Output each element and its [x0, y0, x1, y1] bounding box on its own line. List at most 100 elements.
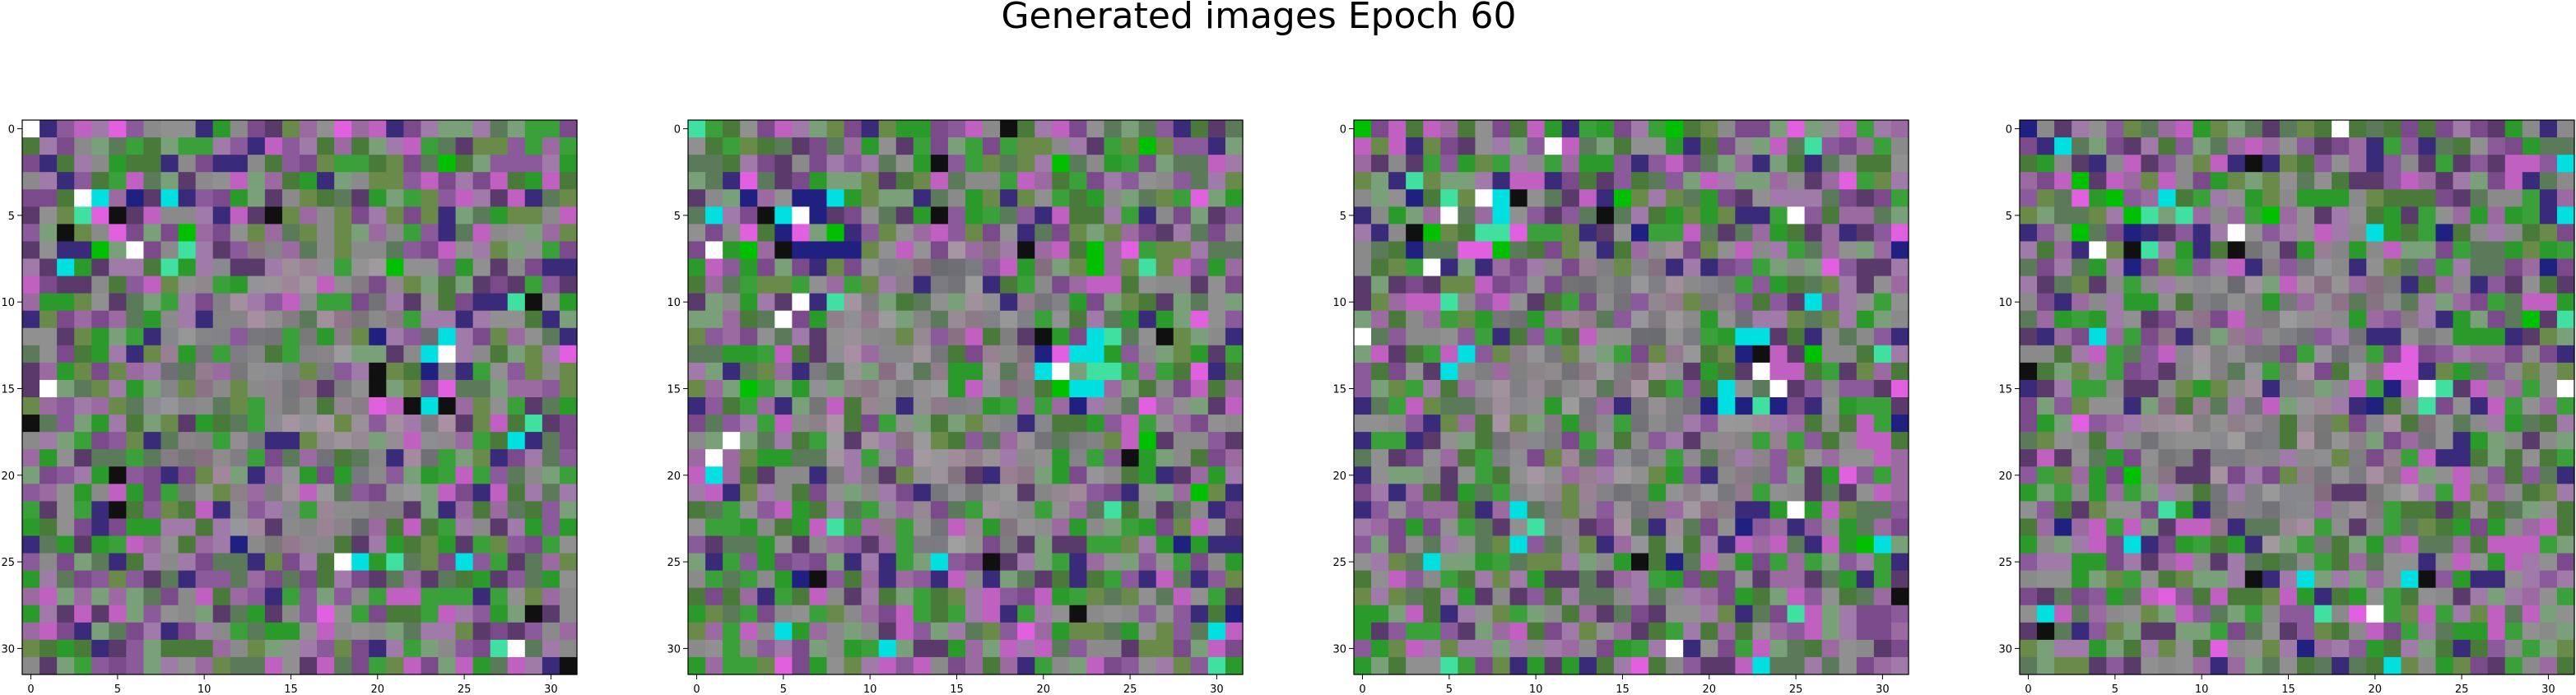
pixel	[2037, 501, 2055, 520]
pixel	[2158, 276, 2177, 294]
pixel	[1648, 172, 1667, 190]
pixel	[861, 605, 880, 623]
pixel	[2383, 172, 2402, 190]
pixel	[2141, 206, 2160, 225]
pixel	[74, 570, 92, 589]
pixel	[1839, 397, 1858, 415]
pixel	[57, 484, 75, 502]
pixel	[965, 570, 983, 589]
pixel	[524, 432, 543, 450]
pixel	[559, 137, 578, 155]
pixel	[1804, 379, 1823, 398]
pixel	[1527, 379, 1546, 398]
pixel	[74, 155, 92, 173]
pixel	[2279, 379, 2298, 398]
pixel	[947, 327, 966, 346]
pixel	[386, 362, 404, 381]
pixel	[1017, 622, 1035, 641]
pixel	[1856, 501, 1875, 520]
pixel	[1086, 258, 1105, 277]
pixel	[1613, 587, 1632, 606]
pixel	[2332, 345, 2350, 364]
pixel	[22, 553, 40, 572]
pixel	[2418, 449, 2437, 467]
pixel	[559, 622, 578, 641]
pixel	[1207, 432, 1226, 450]
pixel	[542, 345, 560, 364]
pixel	[334, 155, 352, 173]
pixel	[2020, 293, 2038, 312]
pixel	[895, 639, 914, 658]
pixel	[1839, 206, 1858, 225]
pixel	[1017, 120, 1035, 138]
pixel	[1683, 137, 1701, 155]
pixel	[2089, 137, 2107, 155]
pixel	[1787, 206, 1806, 225]
pixel	[723, 484, 741, 502]
pixel	[2262, 466, 2281, 484]
pixel	[844, 310, 863, 329]
pixel	[57, 570, 75, 589]
pixel	[1561, 570, 1580, 589]
pixel	[1225, 415, 1244, 433]
pixel	[22, 570, 40, 589]
pixel	[1631, 206, 1649, 225]
pixel	[247, 120, 266, 138]
pixel	[1579, 224, 1597, 243]
pixel	[1804, 345, 1823, 364]
pixel	[1138, 258, 1157, 277]
pixel	[230, 241, 249, 260]
pixel	[1190, 206, 1209, 225]
pixel	[2418, 570, 2437, 589]
pixel	[1190, 587, 1209, 606]
pixel	[230, 518, 249, 537]
pixel	[334, 310, 352, 329]
pixel	[913, 327, 932, 346]
pixel	[1648, 310, 1667, 329]
pixel	[740, 639, 758, 658]
pixel	[1596, 570, 1615, 589]
pixel	[983, 449, 1001, 467]
pixel	[2383, 241, 2402, 260]
pixel	[1890, 639, 1909, 658]
pixel	[1000, 587, 1018, 606]
pixel	[143, 449, 162, 467]
pixel	[160, 656, 179, 675]
pixel	[930, 397, 949, 415]
pixel	[1069, 120, 1088, 138]
pixel	[1856, 639, 1875, 658]
pixel	[1017, 310, 1035, 329]
pixel	[524, 656, 543, 675]
pixel	[264, 605, 283, 623]
pixel	[490, 622, 509, 641]
pixel	[1561, 587, 1580, 606]
pixel	[490, 206, 509, 225]
pixel	[334, 258, 352, 277]
pixel	[143, 224, 162, 243]
pixel	[688, 189, 706, 207]
pixel	[878, 293, 897, 312]
pixel	[1648, 137, 1667, 155]
pixel	[230, 362, 249, 381]
pixel	[2504, 466, 2523, 484]
pixel	[2037, 189, 2055, 207]
pixel	[1207, 449, 1226, 467]
pixel	[1406, 137, 1424, 155]
pixel	[247, 501, 266, 520]
pixel	[1458, 327, 1476, 346]
pixel	[809, 310, 828, 329]
pixel	[1631, 449, 1649, 467]
pixel	[403, 120, 422, 138]
pixel	[2366, 484, 2384, 502]
pixel	[195, 570, 214, 589]
pixel	[2556, 484, 2575, 502]
pixel	[1017, 155, 1035, 173]
pixel	[2158, 224, 2177, 243]
pixel	[74, 518, 92, 537]
pixel	[1856, 466, 1875, 484]
pixel	[247, 587, 266, 606]
pixel	[281, 379, 300, 398]
pixel	[878, 553, 897, 572]
pixel	[1190, 362, 1209, 381]
